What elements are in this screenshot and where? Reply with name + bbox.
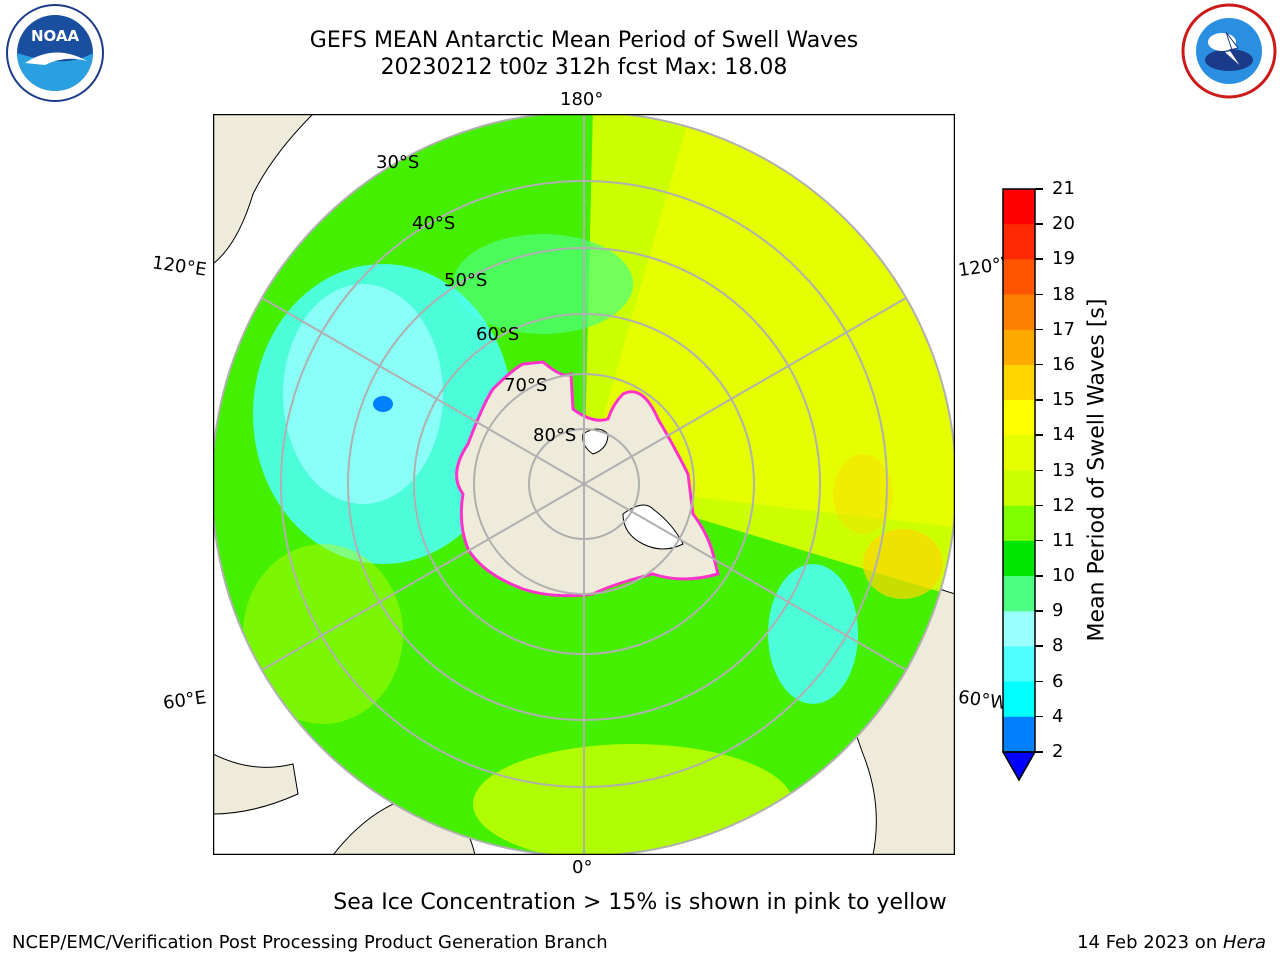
colorbar-cell (1003, 224, 1035, 260)
colorbar-tick-mark (1035, 293, 1043, 296)
colorbar-cell (1003, 681, 1035, 718)
lon-label-60e: 60°E (161, 687, 208, 714)
colorbar-tick-label: 2 (1052, 741, 1064, 762)
colorbar-cell (1003, 364, 1035, 401)
colorbar-tick-mark (1035, 715, 1043, 718)
colorbar-tick-mark (1035, 751, 1043, 753)
lat-label-30s: 30°S (376, 152, 420, 173)
colorbar-cell (1003, 470, 1035, 507)
lon-label-180: 180° (560, 89, 604, 110)
footer-left: NCEP/EMC/Verification Post Processing Pr… (12, 932, 608, 953)
land-madagascar (213, 753, 299, 815)
noaa-logo: NOAA (6, 4, 104, 102)
colorbar-cell (1003, 576, 1035, 612)
colorbar-cell (1003, 329, 1035, 366)
colorbar-tick-mark (1035, 188, 1043, 190)
colorbar-tick-label: 12 (1052, 494, 1075, 516)
colorbar-tick-mark (1035, 258, 1043, 260)
colorbar-tick-mark (1035, 399, 1043, 401)
colorbar-tick-label: 8 (1052, 635, 1064, 657)
colorbar-tick-mark (1035, 434, 1043, 436)
colorbar-tick-label: 19 (1052, 248, 1075, 270)
colorbar-tick-mark (1035, 610, 1043, 612)
colorbar-cell (1003, 505, 1035, 542)
colorbar-cell (1003, 189, 1035, 225)
colorbar-tick-mark (1035, 363, 1043, 366)
colorbar-tick-label: 4 (1052, 705, 1064, 727)
noaa-logo-text: NOAA (31, 27, 80, 45)
polar-map (213, 114, 955, 855)
colorbar-cell (1003, 259, 1035, 296)
colorbar-tick-mark (1035, 575, 1043, 577)
footer-machine: Hera (1222, 932, 1266, 953)
colorbar-tick-label: 18 (1052, 283, 1075, 305)
colorbar-cell (1003, 716, 1035, 753)
lat-label-50s: 50°S (444, 270, 488, 291)
colorbar-extend-arrow (1001, 751, 1037, 782)
colorbar-tick-mark (1035, 328, 1043, 331)
lon-label-120e: 120°E (150, 252, 208, 281)
lat-label-80s: 80°S (533, 425, 577, 446)
nws-logo (1181, 3, 1277, 99)
colorbar-tick-label: 6 (1052, 670, 1064, 692)
colorbar-cell (1003, 400, 1035, 436)
lat-label-60s: 60°S (476, 324, 520, 345)
colorbar-tick-mark (1035, 539, 1043, 542)
colorbar-tick-label: 15 (1052, 389, 1075, 411)
footer-date: 14 Feb 2023 on (1077, 932, 1223, 953)
sea-ice-note: Sea Ice Concentration > 15% is shown in … (333, 890, 947, 915)
lat-label-40s: 40°S (412, 213, 456, 234)
graticule (213, 114, 955, 855)
colorbar-label: Mean Period of Swell Waves [s] (1084, 298, 1110, 642)
lon-label-0: 0° (572, 857, 593, 878)
colorbar-tick-label: 14 (1052, 424, 1075, 446)
footer-right: 14 Feb 2023 on Hera (1077, 932, 1266, 953)
colorbar-cell (1003, 611, 1035, 647)
colorbar-tick-mark (1035, 680, 1043, 683)
colorbar-cell (1003, 294, 1035, 331)
chart-subtitle: 20230212 t00z 312h fcst Max: 18.08 (380, 55, 788, 80)
colorbar-tick-label: 13 (1052, 459, 1075, 481)
lat-label-70s: 70°S (504, 375, 548, 396)
colorbar-tick-label: 10 (1052, 565, 1075, 587)
colorbar-tick-label: 16 (1052, 353, 1075, 375)
colorbar-tick-mark (1035, 645, 1043, 647)
colorbar-cell (1003, 540, 1035, 577)
colorbar-tick-mark (1035, 223, 1043, 225)
colorbar-cell (1003, 646, 1035, 683)
chart-title: GEFS MEAN Antarctic Mean Period of Swell… (309, 28, 859, 53)
colorbar-tick-label: 11 (1052, 529, 1075, 551)
colorbar-tick-label: 21 (1052, 178, 1075, 199)
colorbar-tick-label: 9 (1052, 600, 1064, 622)
land-australia-west (213, 114, 314, 265)
colorbar-tick-label: 20 (1052, 213, 1075, 235)
colorbar-tick-mark (1035, 504, 1043, 507)
colorbar-cell (1003, 435, 1035, 471)
colorbar (1001, 188, 1037, 782)
colorbar-tick-label: 17 (1052, 318, 1075, 340)
colorbar-tick-mark (1035, 469, 1043, 471)
